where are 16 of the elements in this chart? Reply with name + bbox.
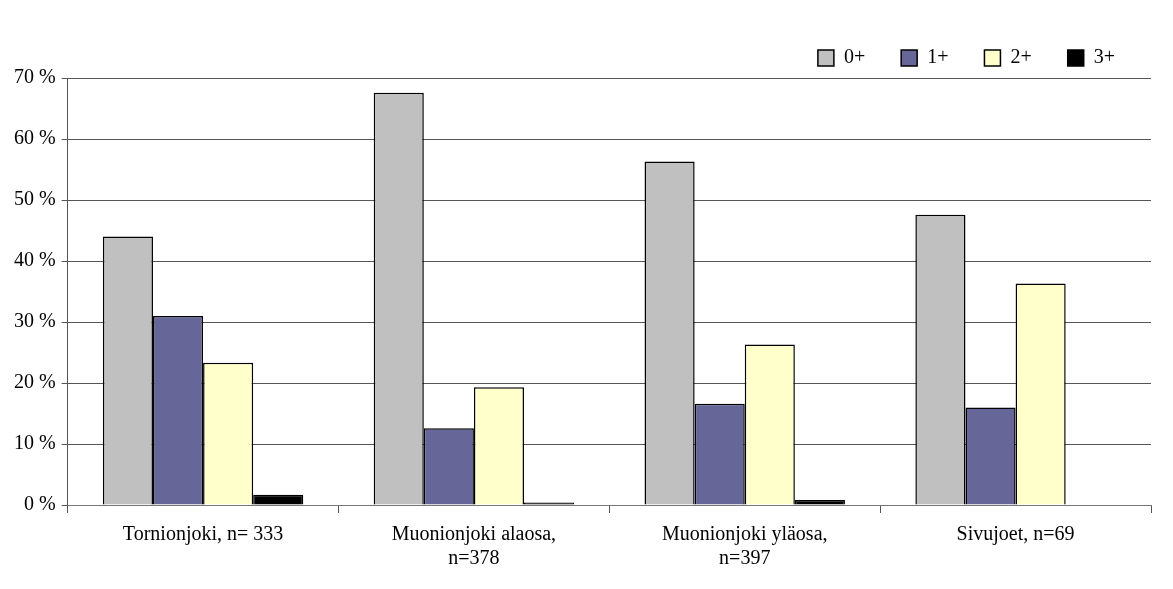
y-tick-label: 50 % bbox=[13, 187, 56, 210]
y-tick-label: 0 % bbox=[23, 492, 56, 515]
x-tick-label: Muonionjoki alaosa, n=378 bbox=[391, 522, 557, 569]
x-tick-label: Tornionjoki, n= 333 bbox=[122, 522, 284, 546]
y-tick-label: 10 % bbox=[13, 431, 56, 454]
x-tick-label: Sivujoet, n=69 bbox=[956, 522, 1075, 546]
y-tick-label: 60 % bbox=[13, 126, 56, 149]
y-tick-label: 20 % bbox=[13, 370, 56, 393]
legend-label: 1+ bbox=[927, 45, 949, 68]
y-tick-label: 40 % bbox=[13, 248, 56, 271]
legend-label: 3+ bbox=[1093, 45, 1115, 68]
y-tick-label: 70 % bbox=[13, 65, 56, 88]
legend-label: 0+ bbox=[843, 45, 866, 68]
y-tick-label: 30 % bbox=[13, 309, 56, 332]
x-tick-label: Muonionjoki yläosa, n=397 bbox=[661, 522, 828, 569]
legend-label: 2+ bbox=[1010, 45, 1032, 68]
